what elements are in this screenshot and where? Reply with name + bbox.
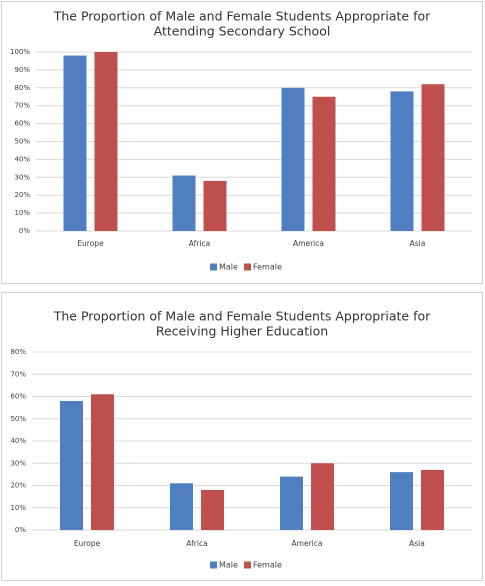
bar xyxy=(94,52,118,231)
y-tick-label: 20% xyxy=(10,482,26,490)
x-tick-label: Europe xyxy=(74,539,101,548)
y-tick-label: 0% xyxy=(15,526,26,534)
y-tick-label: 80% xyxy=(14,84,30,92)
chart-frame xyxy=(1,292,483,581)
y-tick-label: 20% xyxy=(14,191,30,199)
bar xyxy=(91,394,114,530)
chart-title: The Proportion of Male and Female Studen… xyxy=(53,309,431,324)
x-tick-label: Europe xyxy=(77,239,104,248)
legend-swatch xyxy=(210,263,217,271)
bar xyxy=(203,180,227,231)
legend-swatch xyxy=(243,263,251,271)
bar xyxy=(390,472,413,530)
legend-swatch xyxy=(210,561,217,569)
x-tick-label: America xyxy=(293,239,324,248)
bar xyxy=(312,96,336,231)
y-tick-label: 70% xyxy=(10,370,26,378)
legend-swatch xyxy=(243,561,251,569)
bar xyxy=(170,483,193,530)
x-tick-label: Asia xyxy=(409,539,425,548)
y-tick-label: 10% xyxy=(14,209,30,217)
y-tick-label: 10% xyxy=(10,504,26,512)
y-tick-label: 90% xyxy=(14,66,30,74)
bar xyxy=(281,87,305,231)
y-tick-label: 40% xyxy=(10,437,26,445)
bar xyxy=(172,175,196,231)
bar xyxy=(421,84,445,231)
bar xyxy=(201,489,224,530)
chart-title: The Proportion of Male and Female Studen… xyxy=(53,9,431,24)
y-tick-label: 80% xyxy=(10,348,26,356)
y-tick-label: 50% xyxy=(14,138,30,146)
x-tick-label: America xyxy=(292,539,323,548)
bar xyxy=(311,463,334,530)
y-tick-label: 0% xyxy=(19,227,30,235)
y-tick-label: 60% xyxy=(14,120,30,128)
bar xyxy=(280,476,303,530)
y-tick-label: 30% xyxy=(10,459,26,467)
y-tick-label: 50% xyxy=(10,415,26,423)
y-tick-label: 100% xyxy=(10,48,30,56)
bar xyxy=(390,91,414,231)
y-tick-label: 40% xyxy=(14,155,30,163)
chart-title: Receiving Higher Education xyxy=(156,324,328,339)
bar xyxy=(60,400,83,530)
bar xyxy=(421,469,444,530)
legend-label: Male xyxy=(219,561,238,570)
legend-label: Male xyxy=(219,263,238,272)
y-tick-label: 60% xyxy=(10,393,26,401)
y-tick-label: 30% xyxy=(14,173,30,181)
legend-label: Female xyxy=(253,561,282,570)
x-tick-label: Africa xyxy=(189,239,210,248)
legend-label: Female xyxy=(253,263,282,272)
y-tick-label: 70% xyxy=(14,102,30,110)
bar xyxy=(63,55,87,231)
x-tick-label: Africa xyxy=(186,539,207,548)
chart-title: Attending Secondary School xyxy=(154,24,331,39)
x-tick-label: Asia xyxy=(410,239,426,248)
chart-frame xyxy=(1,1,483,284)
